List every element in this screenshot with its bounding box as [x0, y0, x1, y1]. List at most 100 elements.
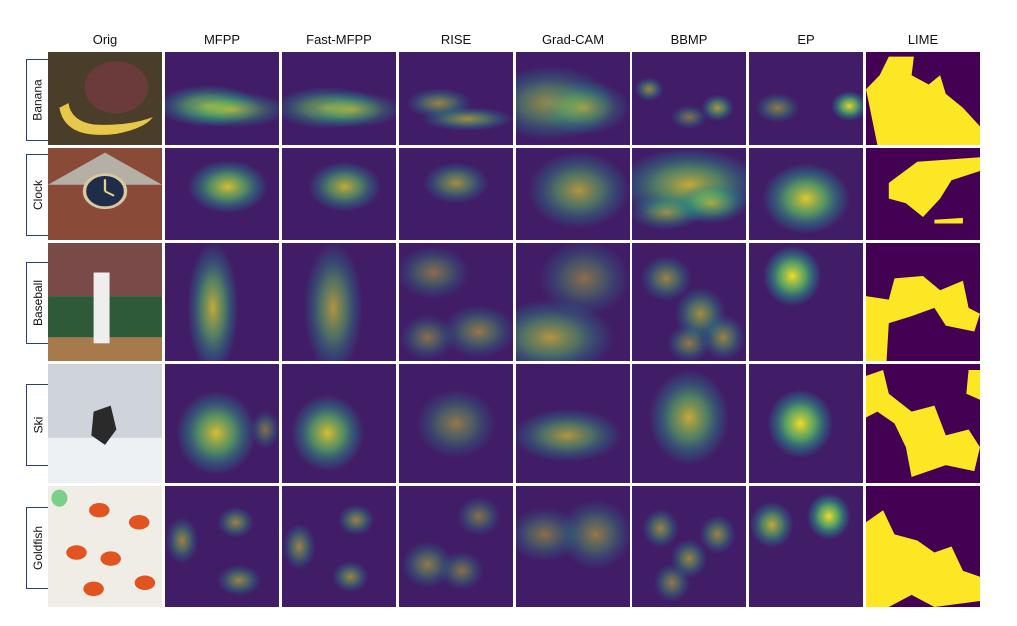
column-header-rise: RISE: [440, 32, 472, 47]
cell-ski-bbmp: [632, 364, 746, 483]
cell-baseball-rise: [399, 243, 513, 361]
cell-goldfish-lime: [866, 486, 980, 607]
goldfish-shape: [83, 581, 104, 597]
cell-banana-ep: [749, 52, 863, 145]
saliency-blob: [527, 152, 630, 229]
cell-baseball-fast-mfpp: [282, 243, 396, 361]
infield-dirt: [48, 337, 162, 361]
saliency-blob: [763, 245, 822, 307]
goldfish-shape: [66, 545, 87, 560]
cell-baseball-lime: [866, 243, 980, 361]
cell-goldfish-orig: [48, 486, 162, 607]
saliency-blob: [538, 243, 630, 317]
saliency-blob: [634, 77, 664, 102]
saliency-blob: [559, 499, 630, 570]
cell-goldfish-grad-cam: [516, 486, 630, 607]
row-label-baseball: Baseball: [26, 262, 50, 344]
saliency-blob: [250, 410, 279, 449]
cell-clock-lime: [866, 148, 980, 240]
goldfish-shape: [100, 551, 121, 566]
saliency-blob: [178, 91, 279, 128]
green-ball: [51, 489, 68, 507]
row-label-clock: Clock: [26, 154, 50, 236]
saliency-blob: [421, 107, 513, 131]
column-header-bbmp: BBMP: [670, 32, 708, 47]
column-header-lime: LIME: [907, 32, 939, 47]
goldfish-shape: [128, 515, 150, 530]
bowl-shape: [84, 61, 149, 114]
saliency-blob: [806, 493, 851, 540]
goldfish-shape: [134, 575, 156, 591]
cell-banana-mfpp: [165, 52, 279, 145]
cell-ski-lime: [866, 364, 980, 483]
cell-clock-bbmp: [632, 148, 746, 240]
saliency-blob: [456, 496, 501, 536]
saliency-blob: [701, 94, 734, 122]
saliency-blob: [442, 305, 513, 358]
column-header-fast-mfpp: Fast-MFPP: [306, 32, 372, 47]
lime-superpixel-mask: [866, 510, 980, 607]
cell-baseball-bbmp: [632, 243, 746, 361]
cell-baseball-grad-cam: [516, 243, 630, 361]
cell-goldfish-rise: [399, 486, 513, 607]
saliency-blob: [332, 561, 369, 593]
saliency-blob: [640, 255, 692, 302]
cell-goldfish-fast-mfpp: [282, 486, 396, 607]
saliency-blob: [304, 243, 363, 361]
column-header-orig: Orig: [92, 32, 118, 47]
row-label-text: Goldfish: [31, 525, 45, 570]
cell-goldfish-mfpp: [165, 486, 279, 607]
cell-baseball-ep: [749, 243, 863, 361]
cell-ski-mfpp: [165, 364, 279, 483]
lime-superpixel-mask: [866, 276, 980, 361]
batter-figure: [93, 272, 110, 344]
saliency-blob: [308, 161, 382, 212]
saliency-blob: [762, 163, 850, 234]
cell-clock-rise: [399, 148, 513, 240]
lime-superpixel-mask: [888, 157, 980, 224]
cell-baseball-mfpp: [165, 243, 279, 361]
saliency-blob: [667, 324, 711, 361]
saliency-blob: [675, 182, 746, 224]
cell-banana-bbmp: [632, 52, 746, 145]
cell-clock-fast-mfpp: [282, 148, 396, 240]
cell-baseball-orig: [48, 243, 162, 361]
saliency-blob: [401, 541, 454, 588]
row-label-banana: Banana: [26, 58, 50, 141]
row-label-ski: Ski: [26, 383, 50, 466]
cell-goldfish-bbmp: [632, 486, 746, 607]
saliency-blob: [291, 394, 365, 472]
saliency-blob: [701, 314, 746, 361]
cell-clock-grad-cam: [516, 148, 630, 240]
saliency-blob: [165, 517, 199, 564]
saliency-blob: [831, 91, 863, 121]
saliency-blob: [217, 506, 254, 538]
saliency-blob: [670, 105, 708, 130]
saliency-blob: [755, 92, 800, 123]
column-header-ep: EP: [797, 32, 815, 47]
saliency-blob: [423, 162, 489, 204]
saliency-blob: [187, 243, 239, 361]
goldfish-shape: [89, 502, 110, 518]
cell-clock-ep: [749, 148, 863, 240]
saliency-blob: [699, 515, 736, 554]
saliency-blob: [648, 369, 730, 466]
column-header-mfpp: MFPP: [203, 32, 241, 47]
cell-ski-grad-cam: [516, 364, 630, 483]
saliency-blob: [337, 504, 375, 536]
saliency-blob: [767, 389, 834, 458]
cell-banana-lime: [866, 52, 980, 145]
column-header-grad-cam: Grad-CAM: [541, 32, 605, 47]
lime-superpixel-mask: [866, 56, 980, 145]
saliency-blob: [176, 391, 257, 475]
clock-hand: [104, 190, 115, 197]
saliency-blob: [642, 508, 679, 548]
saliency-blob: [400, 314, 455, 361]
cell-banana-rise: [399, 52, 513, 145]
saliency-blob: [415, 389, 497, 458]
saliency-blob: [439, 551, 484, 591]
cell-ski-fast-mfpp: [282, 364, 396, 483]
cell-banana-grad-cam: [516, 52, 630, 145]
cell-ski-ep: [749, 364, 863, 483]
row-label-text: Banana: [31, 78, 45, 121]
